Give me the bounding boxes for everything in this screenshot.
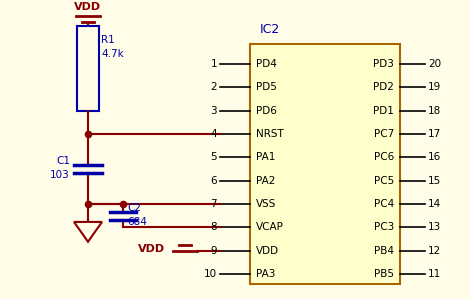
Text: C1: C1 — [56, 156, 70, 166]
Text: VDD: VDD — [138, 244, 165, 254]
Text: IC2: IC2 — [260, 23, 280, 36]
Text: 2: 2 — [211, 82, 217, 92]
Text: 19: 19 — [428, 82, 441, 92]
Text: R1: R1 — [101, 35, 115, 45]
Text: PA2: PA2 — [256, 176, 275, 186]
Text: PD6: PD6 — [256, 106, 277, 116]
Text: VDD: VDD — [74, 2, 102, 12]
Text: PB5: PB5 — [374, 269, 394, 279]
Text: 7: 7 — [211, 199, 217, 209]
Text: NRST: NRST — [256, 129, 284, 139]
Text: 11: 11 — [428, 269, 441, 279]
Text: PC6: PC6 — [374, 152, 394, 162]
Text: 20: 20 — [428, 59, 441, 69]
Text: PA1: PA1 — [256, 152, 275, 162]
Bar — [250, 44, 400, 284]
Text: PB4: PB4 — [374, 246, 394, 256]
Text: 9: 9 — [211, 246, 217, 256]
Text: PD1: PD1 — [373, 106, 394, 116]
Text: VSS: VSS — [256, 199, 276, 209]
Text: PC4: PC4 — [374, 199, 394, 209]
Text: 15: 15 — [428, 176, 441, 186]
Text: 18: 18 — [428, 106, 441, 116]
Text: C2: C2 — [127, 203, 141, 213]
Text: PD5: PD5 — [256, 82, 277, 92]
Text: 10: 10 — [204, 269, 217, 279]
Text: 12: 12 — [428, 246, 441, 256]
Text: PC5: PC5 — [374, 176, 394, 186]
Text: 4.7k: 4.7k — [101, 49, 124, 59]
Text: 6: 6 — [211, 176, 217, 186]
Text: 13: 13 — [428, 222, 441, 232]
Text: PC7: PC7 — [374, 129, 394, 139]
Text: 103: 103 — [50, 170, 70, 180]
Text: 17: 17 — [428, 129, 441, 139]
Text: 8: 8 — [211, 222, 217, 232]
Text: 14: 14 — [428, 199, 441, 209]
Text: PD4: PD4 — [256, 59, 277, 69]
Text: 16: 16 — [428, 152, 441, 162]
Text: PA3: PA3 — [256, 269, 275, 279]
Text: 4: 4 — [211, 129, 217, 139]
Text: 1: 1 — [211, 59, 217, 69]
Text: VCAP: VCAP — [256, 222, 284, 232]
Text: PC3: PC3 — [374, 222, 394, 232]
Text: 3: 3 — [211, 106, 217, 116]
Text: 684: 684 — [127, 217, 147, 227]
Text: PD2: PD2 — [373, 82, 394, 92]
Bar — [77, 26, 99, 112]
Text: 5: 5 — [211, 152, 217, 162]
Text: VDD: VDD — [256, 246, 279, 256]
Polygon shape — [74, 222, 102, 242]
Text: PD3: PD3 — [373, 59, 394, 69]
